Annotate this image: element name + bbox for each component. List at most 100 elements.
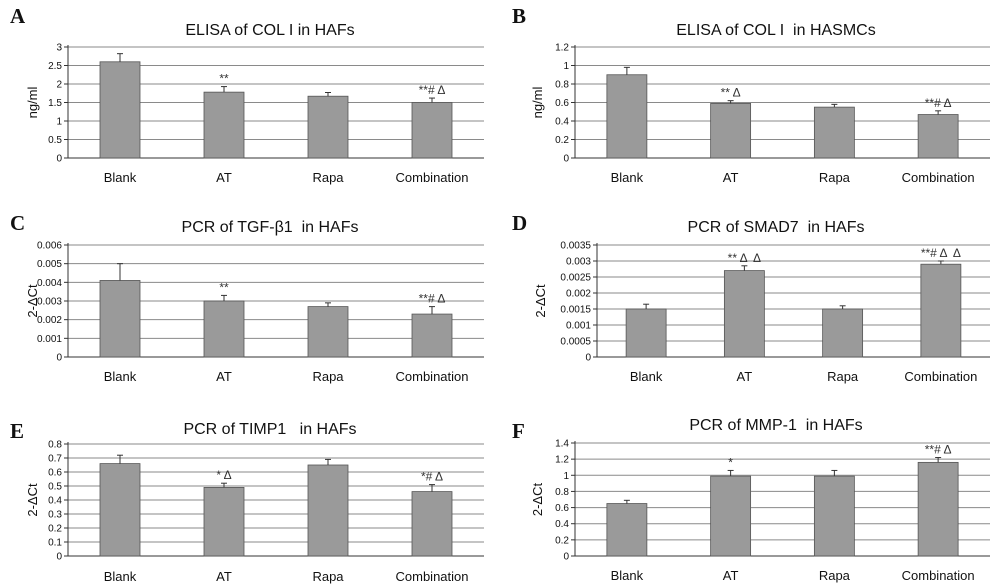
significance-label-e-3: *# Δ bbox=[421, 470, 443, 484]
bar-d-1 bbox=[723, 270, 765, 358]
bar-e-3 bbox=[411, 491, 453, 557]
y-axis-label-c: 2-ΔCt bbox=[25, 284, 40, 318]
x-tick-label-b-1: AT bbox=[723, 170, 739, 185]
chart-title-e: PCR of TIMP1 in HAFs bbox=[183, 421, 356, 438]
y-axis-label-d: 2-ΔCt bbox=[533, 284, 548, 318]
bar-e-1 bbox=[203, 486, 245, 557]
y-axis-label-e: 2-ΔCt bbox=[25, 483, 40, 517]
panel-letter-a: A bbox=[10, 4, 26, 28]
x-tick-label-a-0: Blank bbox=[104, 170, 137, 185]
significance-label-d-3: **# Δ Δ bbox=[921, 246, 961, 260]
x-tick-label-a-1: AT bbox=[216, 170, 232, 185]
y-tick-label-e-6: 0.6 bbox=[48, 468, 62, 479]
bar-d-0 bbox=[625, 308, 667, 358]
bar-a-0 bbox=[99, 61, 141, 159]
y-tick-label-e-8: 0.8 bbox=[48, 440, 62, 451]
y-tick-label-a-1: 0.5 bbox=[48, 135, 62, 146]
y-tick-label-b-1: 0.2 bbox=[555, 135, 569, 146]
panel-letter-b: B bbox=[512, 4, 526, 28]
bar-b-0 bbox=[606, 74, 648, 159]
y-tick-label-a-3: 1.5 bbox=[48, 98, 62, 109]
chart-title-a: ELISA of COL I in HAFs bbox=[185, 22, 354, 39]
significance-label-b-3: **# Δ bbox=[925, 96, 952, 110]
y-tick-label-c-6: 0.006 bbox=[37, 241, 62, 252]
y-tick-label-d-7: 0.0035 bbox=[560, 241, 591, 252]
y-axis-label-a: ng/ml bbox=[25, 86, 40, 118]
bar-f-2 bbox=[813, 475, 855, 557]
panel-letter-c: C bbox=[10, 211, 25, 235]
y-tick-label-f-1: 0.2 bbox=[555, 535, 569, 546]
significance-label-a-1: ** bbox=[219, 72, 229, 86]
y-tick-label-e-5: 0.5 bbox=[48, 482, 62, 493]
panel-letter-d: D bbox=[512, 211, 527, 235]
y-tick-label-f-3: 0.6 bbox=[555, 503, 569, 514]
bar-e-0 bbox=[99, 463, 141, 557]
x-tick-label-d-0: Blank bbox=[630, 369, 663, 384]
x-tick-label-f-1: AT bbox=[723, 568, 739, 583]
y-tick-label-d-1: 0.0005 bbox=[560, 337, 591, 348]
bar-e-2 bbox=[307, 464, 349, 557]
bar-b-3 bbox=[917, 114, 959, 159]
bar-b-2 bbox=[813, 106, 855, 159]
y-tick-label-c-2: 0.002 bbox=[37, 315, 62, 326]
bar-c-0 bbox=[99, 280, 141, 358]
significance-label-f-1: * bbox=[728, 455, 733, 469]
bar-c-1 bbox=[203, 300, 245, 358]
x-tick-label-b-3: Combination bbox=[902, 170, 975, 185]
x-tick-label-d-2: Rapa bbox=[827, 369, 859, 384]
y-tick-label-a-6: 3 bbox=[56, 43, 62, 54]
bar-b-1 bbox=[710, 103, 752, 159]
y-tick-label-f-6: 1.2 bbox=[555, 455, 569, 466]
y-tick-label-b-5: 1 bbox=[563, 61, 569, 72]
significance-label-f-3: **# Δ bbox=[925, 443, 952, 457]
x-tick-label-c-1: AT bbox=[216, 369, 232, 384]
significance-label-c-1: ** bbox=[219, 280, 229, 294]
panel-letter-f: F bbox=[512, 419, 525, 443]
y-tick-label-a-5: 2.5 bbox=[48, 61, 62, 72]
x-tick-label-a-3: Combination bbox=[396, 170, 469, 185]
y-tick-label-f-2: 0.4 bbox=[555, 519, 569, 530]
y-tick-label-f-5: 1 bbox=[563, 471, 569, 482]
y-tick-label-c-4: 0.004 bbox=[37, 278, 62, 289]
y-tick-label-b-6: 1.2 bbox=[555, 43, 569, 54]
y-tick-label-b-4: 0.8 bbox=[555, 80, 569, 91]
bar-a-1 bbox=[203, 91, 245, 159]
chart-title-c: PCR of TGF-β1 in HAFs bbox=[182, 219, 359, 236]
x-tick-label-a-2: Rapa bbox=[312, 170, 344, 185]
y-tick-label-f-0: 0 bbox=[563, 552, 569, 563]
y-tick-label-f-7: 1.4 bbox=[555, 439, 569, 450]
x-tick-label-c-0: Blank bbox=[104, 369, 137, 384]
y-tick-label-d-3: 0.0015 bbox=[560, 305, 591, 316]
x-tick-label-c-2: Rapa bbox=[312, 369, 344, 384]
y-tick-label-c-0: 0 bbox=[56, 353, 62, 364]
bar-f-3 bbox=[917, 461, 959, 557]
x-tick-label-f-2: Rapa bbox=[819, 568, 851, 583]
bar-c-3 bbox=[411, 313, 453, 358]
bar-f-1 bbox=[710, 475, 752, 557]
y-tick-label-b-3: 0.6 bbox=[555, 98, 569, 109]
x-tick-label-e-3: Combination bbox=[396, 569, 469, 584]
y-tick-label-c-5: 0.005 bbox=[37, 259, 62, 270]
y-tick-label-e-7: 0.7 bbox=[48, 454, 62, 465]
x-tick-label-b-2: Rapa bbox=[819, 170, 851, 185]
significance-label-c-3: **# Δ bbox=[419, 292, 446, 306]
y-axis-label-f: 2-ΔCt bbox=[530, 482, 545, 516]
x-tick-label-f-0: Blank bbox=[611, 568, 644, 583]
x-tick-label-f-3: Combination bbox=[902, 568, 975, 583]
y-tick-label-d-6: 0.003 bbox=[566, 257, 591, 268]
y-tick-label-a-4: 2 bbox=[56, 80, 62, 91]
bar-c-2 bbox=[307, 306, 349, 358]
y-tick-label-e-4: 0.4 bbox=[48, 496, 62, 507]
panel-letter-e: E bbox=[10, 419, 24, 443]
chart-title-f: PCR of MMP-1 in HAFs bbox=[689, 417, 862, 434]
y-tick-label-b-0: 0 bbox=[563, 154, 569, 165]
x-tick-label-c-3: Combination bbox=[396, 369, 469, 384]
y-axis-label-b: ng/ml bbox=[530, 86, 545, 118]
y-tick-label-d-2: 0.001 bbox=[566, 321, 591, 332]
significance-label-d-1: ** Δ Δ bbox=[728, 251, 761, 265]
bar-a-3 bbox=[411, 102, 453, 159]
y-tick-label-a-2: 1 bbox=[56, 117, 62, 128]
bar-a-2 bbox=[307, 95, 349, 159]
significance-label-e-1: * Δ bbox=[216, 468, 231, 482]
